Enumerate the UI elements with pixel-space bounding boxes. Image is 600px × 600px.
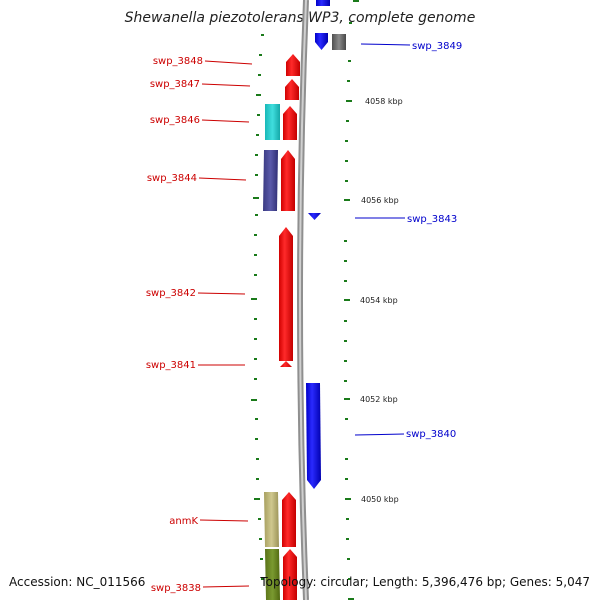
- map-title: Shewanella piezotolerans WP3, complete g…: [124, 10, 476, 26]
- gene-label-anmk[interactable]: anmK: [169, 516, 198, 527]
- reverse-leader-lines: [354, 43, 411, 436]
- gene-arrow-swp-3838-olive[interactable]: [265, 549, 280, 600]
- gene-label-swp-3842[interactable]: swp_3842: [146, 288, 196, 299]
- outer-tick-ring: [344, 0, 359, 600]
- gene-label-swp-3847[interactable]: swp_3847: [150, 79, 200, 90]
- gene-label-swp-3838[interactable]: swp_3838: [151, 583, 201, 594]
- reverse-strand-genes: [306, 0, 346, 489]
- gene-arrow-swp-3838[interactable]: [283, 549, 297, 600]
- gene-arrow-swp-3844[interactable]: [281, 150, 295, 211]
- gene-arrow-swp-3840[interactable]: [306, 383, 321, 489]
- gene-label-swp-3846[interactable]: swp_3846: [150, 115, 200, 126]
- gene-arrow-anmk[interactable]: [282, 492, 296, 547]
- scale-label-4056: 4056 kbp: [361, 196, 399, 205]
- gene-label-swp-3844[interactable]: swp_3844: [147, 173, 197, 184]
- gene-arrow-swp-3842[interactable]: [279, 227, 293, 361]
- scale-label-4052: 4052 kbp: [360, 395, 398, 404]
- gene-arrow-swp-3846[interactable]: [283, 106, 297, 140]
- gene-label-swp-3848[interactable]: swp_3848: [153, 56, 203, 67]
- gene-label-swp-3849[interactable]: swp_3849: [412, 41, 462, 52]
- scale-label-4054: 4054 kbp: [360, 296, 398, 305]
- accession-info: Accession: NC_011566: [9, 575, 146, 589]
- genome-backbone-highlight: [299, 0, 307, 600]
- gene-arrow-swp-3847[interactable]: [285, 79, 299, 100]
- gene-arrow-swp-3843[interactable]: [308, 213, 321, 220]
- gene-arrow-swp-3849[interactable]: [315, 33, 328, 50]
- gene-arrow-swp-3841[interactable]: [280, 361, 292, 367]
- gene-label-swp-3841[interactable]: swp_3841: [146, 360, 196, 371]
- forward-strand-genes: [263, 54, 300, 600]
- gene-arrow-anmk-khaki[interactable]: [264, 492, 279, 547]
- scale-label-4050: 4050 kbp: [361, 495, 399, 504]
- gene-arrow-swp-3849-top[interactable]: [316, 0, 330, 6]
- scale-label-4058: 4058 kbp: [365, 97, 403, 106]
- gene-arrow-swp-3848[interactable]: [286, 54, 300, 76]
- gene-label-swp-3843[interactable]: swp_3843: [407, 214, 457, 225]
- forward-leader-lines: [197, 60, 253, 588]
- inner-tick-ring: [251, 34, 264, 580]
- gene-arrow-swp-3844-purple[interactable]: [263, 150, 278, 211]
- gene-label-swp-3840[interactable]: swp_3840: [406, 429, 456, 440]
- genome-summary: Topology: circular; Length: 5,396,476 bp…: [260, 575, 590, 589]
- gene-arrow-swp-3849-gray[interactable]: [332, 34, 346, 50]
- gene-arrow-swp-3846-cyan[interactable]: [265, 104, 280, 140]
